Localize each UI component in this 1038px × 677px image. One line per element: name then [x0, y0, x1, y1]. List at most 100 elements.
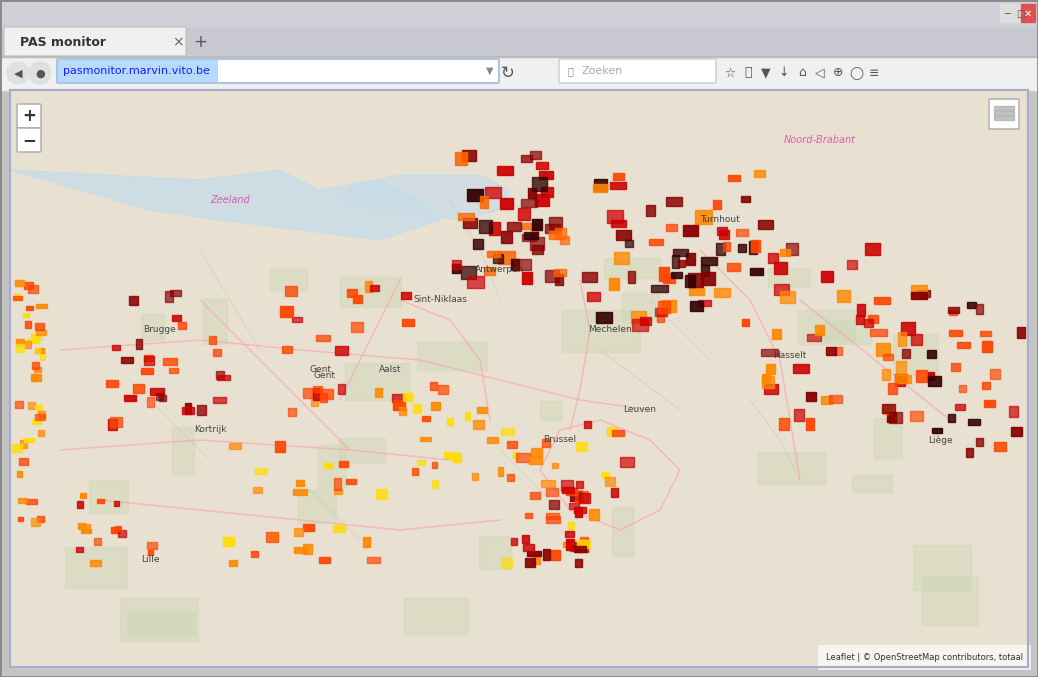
- Text: Liège: Liège: [928, 435, 952, 445]
- Bar: [562, 309, 640, 352]
- Bar: [647, 204, 655, 215]
- Bar: [76, 547, 83, 552]
- Bar: [1000, 4, 1014, 22]
- Bar: [564, 542, 575, 546]
- Bar: [412, 468, 418, 475]
- Bar: [821, 271, 832, 282]
- Text: ✕: ✕: [1023, 9, 1032, 19]
- Bar: [658, 301, 670, 313]
- Text: ◀: ◀: [13, 69, 22, 79]
- Text: ↓: ↓: [778, 66, 789, 79]
- Bar: [546, 513, 558, 519]
- Bar: [883, 354, 893, 360]
- Bar: [609, 278, 619, 290]
- Text: ─: ─: [1004, 9, 1010, 19]
- Bar: [282, 346, 292, 353]
- Bar: [957, 342, 971, 348]
- Bar: [824, 320, 855, 341]
- Bar: [808, 334, 821, 341]
- Bar: [546, 516, 559, 523]
- Text: Lille: Lille: [141, 556, 159, 565]
- Bar: [882, 405, 891, 414]
- Bar: [702, 257, 717, 265]
- Bar: [125, 395, 136, 401]
- Bar: [604, 257, 660, 278]
- Bar: [163, 357, 177, 365]
- Bar: [911, 292, 927, 299]
- Bar: [254, 468, 267, 474]
- Bar: [566, 540, 574, 550]
- Bar: [37, 516, 45, 523]
- Bar: [911, 334, 923, 345]
- Bar: [89, 560, 101, 566]
- Bar: [522, 536, 529, 543]
- Bar: [473, 420, 485, 429]
- Bar: [552, 462, 558, 468]
- Bar: [754, 170, 765, 177]
- Bar: [537, 162, 548, 169]
- Text: ☆: ☆: [725, 66, 736, 79]
- Bar: [994, 111, 1014, 115]
- Text: Zoeken: Zoeken: [582, 66, 624, 76]
- Bar: [994, 116, 1014, 120]
- Bar: [484, 267, 495, 275]
- Bar: [895, 375, 910, 383]
- Bar: [24, 313, 29, 317]
- Bar: [112, 345, 120, 350]
- Bar: [0, 28, 1038, 56]
- Bar: [610, 181, 626, 189]
- Text: □: □: [1016, 9, 1026, 19]
- Text: Leuven: Leuven: [624, 406, 656, 414]
- Bar: [27, 338, 38, 343]
- Bar: [210, 336, 216, 344]
- Bar: [835, 347, 842, 355]
- Bar: [465, 412, 469, 420]
- Bar: [517, 453, 529, 462]
- Bar: [320, 393, 327, 401]
- Bar: [33, 367, 40, 372]
- Bar: [392, 394, 405, 402]
- Bar: [546, 488, 557, 496]
- Bar: [35, 414, 45, 420]
- Text: ⌂: ⌂: [798, 66, 805, 79]
- Bar: [871, 329, 886, 336]
- Text: Noord-Brabant: Noord-Brabant: [784, 135, 856, 145]
- Bar: [611, 507, 633, 556]
- Bar: [837, 290, 849, 302]
- Bar: [613, 252, 629, 263]
- FancyBboxPatch shape: [4, 27, 186, 56]
- Bar: [421, 416, 430, 421]
- Bar: [866, 243, 880, 255]
- Bar: [17, 343, 24, 352]
- Bar: [171, 315, 181, 321]
- Text: ◁: ◁: [815, 66, 825, 79]
- Bar: [576, 481, 583, 488]
- Bar: [500, 429, 514, 435]
- Bar: [472, 239, 483, 248]
- Bar: [666, 197, 682, 206]
- Bar: [267, 532, 278, 542]
- Bar: [351, 322, 362, 332]
- Bar: [459, 213, 473, 220]
- Text: Turnhout: Turnhout: [700, 215, 740, 225]
- Text: Gent: Gent: [309, 366, 331, 374]
- Bar: [334, 489, 342, 494]
- Bar: [780, 418, 789, 430]
- Bar: [570, 546, 582, 551]
- Bar: [610, 488, 618, 497]
- Bar: [857, 303, 865, 316]
- Bar: [576, 540, 590, 548]
- Bar: [575, 542, 589, 552]
- Bar: [612, 429, 624, 436]
- Bar: [447, 418, 454, 424]
- Bar: [28, 285, 38, 293]
- Bar: [203, 299, 226, 344]
- Text: 📋: 📋: [744, 66, 752, 79]
- Text: ×: ×: [172, 35, 184, 49]
- Bar: [815, 325, 824, 334]
- Bar: [214, 349, 221, 356]
- Bar: [376, 489, 387, 500]
- Bar: [38, 412, 45, 418]
- Bar: [549, 217, 562, 229]
- Bar: [157, 393, 163, 400]
